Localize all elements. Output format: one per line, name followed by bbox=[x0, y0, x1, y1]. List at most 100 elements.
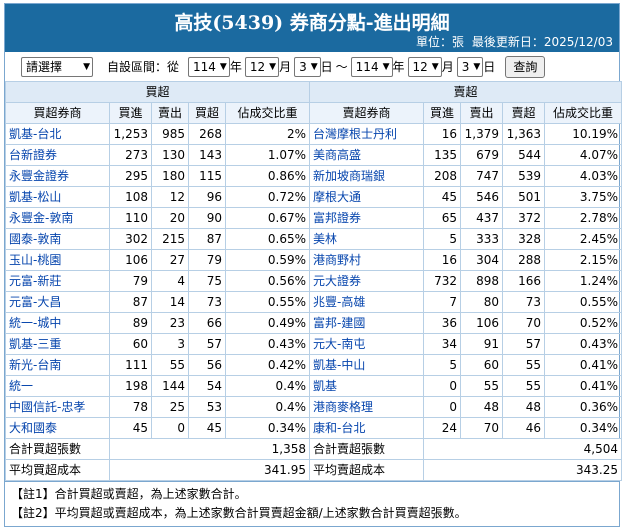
buy-cell: 23 bbox=[151, 312, 189, 334]
sell-cell: 679 bbox=[460, 144, 503, 166]
buy-broker-link[interactable]: 凱基-松山 bbox=[5, 186, 110, 208]
table-row: 凱基-台北 1,253 985 268 2% 台灣摩根士丹利 16 1,379 1,363 10.… bbox=[5, 123, 622, 145]
sell-broker-link[interactable]: 台灣摩根士丹利 bbox=[309, 123, 424, 145]
sell-cell: 544 bbox=[502, 144, 545, 166]
from-day-select[interactable]: 3 ▼ bbox=[294, 56, 321, 77]
sell-broker-link[interactable]: 美林 bbox=[309, 228, 424, 250]
table-row: 台新證券 273 130 143 1.07% 美商高盛 135 679 544 4.07% bbox=[5, 144, 622, 166]
month-suffix: 月 bbox=[441, 60, 454, 74]
sell-cell: 0.41% bbox=[544, 375, 622, 397]
from-month-select[interactable]: 12 ▼ bbox=[244, 56, 280, 77]
sell-cell: 0.55% bbox=[544, 291, 622, 313]
sell-broker-link[interactable]: 美商高盛 bbox=[309, 144, 424, 166]
to-month-select[interactable]: 12 ▼ bbox=[407, 56, 442, 77]
sell-cell: 0.34% bbox=[544, 417, 622, 439]
table-row: 玉山-桃園 106 27 79 0.59% 港商野村 16 304 288 2.15% bbox=[5, 249, 622, 271]
sell-cell: 304 bbox=[460, 249, 503, 271]
buy-cell: 0.43% bbox=[225, 333, 310, 355]
buy-cell: 3 bbox=[151, 333, 189, 355]
buy-cell: 0.4% bbox=[225, 375, 310, 397]
buy-cell: 0.86% bbox=[225, 165, 310, 187]
sell-broker-link[interactable]: 富邦-建國 bbox=[309, 312, 424, 334]
buy-broker-link[interactable]: 凱基-台北 bbox=[5, 123, 110, 145]
from-year-select[interactable]: 114 ▼ bbox=[188, 56, 230, 77]
table-row: 統一 198 144 54 0.4% 凱基 0 55 55 0.41% bbox=[5, 375, 622, 397]
sell-cell: 539 bbox=[502, 165, 545, 187]
buy-broker-link[interactable]: 永豐金-敦南 bbox=[5, 207, 110, 229]
buy-broker-link[interactable]: 元富-新莊 bbox=[5, 270, 110, 292]
buy-group-header: 買超 bbox=[5, 81, 310, 103]
sell-broker-link[interactable]: 元大-南屯 bbox=[309, 333, 424, 355]
chevron-down-icon: ▼ bbox=[473, 61, 481, 72]
to-year-select[interactable]: 114 ▼ bbox=[350, 56, 393, 77]
buy-broker-link[interactable]: 中國信託-忠孝 bbox=[5, 396, 110, 418]
avg-buy-label: 平均買超成本 bbox=[5, 459, 110, 481]
table-row: 元富-大昌 87 14 73 0.55% 兆豐-高雄 7 80 73 0.55% bbox=[5, 291, 622, 313]
sell-broker-link[interactable]: 新加坡商瑞銀 bbox=[309, 165, 424, 187]
sell-cell: 70 bbox=[502, 312, 545, 334]
buy-cell: 130 bbox=[151, 144, 189, 166]
avg-sell-value: 343.25 bbox=[423, 459, 622, 481]
sell-broker-link[interactable]: 富邦證券 bbox=[309, 207, 424, 229]
buy-broker-link[interactable]: 大和國泰 bbox=[5, 417, 110, 439]
sell-cell: 46 bbox=[502, 417, 545, 439]
sell-broker-link[interactable]: 元大證券 bbox=[309, 270, 424, 292]
buy-broker-link[interactable]: 永豐金證券 bbox=[5, 165, 110, 187]
sell-broker-link[interactable]: 摩根大通 bbox=[309, 186, 424, 208]
day-suffix: 日 bbox=[320, 60, 333, 74]
page-title: 高技(5439) 券商分點-進出明細 bbox=[174, 12, 450, 34]
chevron-down-icon: ▼ bbox=[382, 61, 390, 72]
sell-col-header: 佔成交比重 bbox=[544, 102, 622, 124]
broker-report-panel: 高技(5439) 券商分點-進出明細 單位：張 最後更新日：2025/12/03… bbox=[4, 3, 622, 527]
buy-cell: 1.07% bbox=[225, 144, 310, 166]
table-row: 凱基-松山 108 12 96 0.72% 摩根大通 45 546 501 3.75% bbox=[5, 186, 622, 208]
sell-cell: 135 bbox=[423, 144, 461, 166]
avg-cost-row: 平均買超成本 341.95 平均賣超成本 343.25 bbox=[5, 459, 622, 481]
query-button[interactable]: 查詢 bbox=[505, 55, 546, 78]
total-sell-label: 合計賣超張數 bbox=[309, 438, 424, 460]
sell-cell: 732 bbox=[423, 270, 461, 292]
buy-broker-link[interactable]: 國泰-敦南 bbox=[5, 228, 110, 250]
buy-cell: 79 bbox=[188, 249, 226, 271]
buy-cell: 295 bbox=[109, 165, 152, 187]
sell-broker-link[interactable]: 凱基-中山 bbox=[309, 354, 424, 376]
sell-cell: 106 bbox=[460, 312, 503, 334]
buy-cell: 1,253 bbox=[109, 123, 152, 145]
sell-broker-link[interactable]: 港商麥格理 bbox=[309, 396, 424, 418]
buy-cell: 57 bbox=[188, 333, 226, 355]
sell-broker-link[interactable]: 凱基 bbox=[309, 375, 424, 397]
sell-broker-link[interactable]: 兆豐-高雄 bbox=[309, 291, 424, 313]
sell-cell: 55 bbox=[460, 375, 503, 397]
buy-cell: 66 bbox=[188, 312, 226, 334]
buy-broker-link[interactable]: 元富-大昌 bbox=[5, 291, 110, 313]
group-header-row: 買超 賣超 bbox=[5, 81, 622, 103]
table-row: 新光-台南 111 55 56 0.42% 凱基-中山 5 60 55 0.41% bbox=[5, 354, 622, 376]
sell-broker-link[interactable]: 港商野村 bbox=[309, 249, 424, 271]
buy-broker-link[interactable]: 統一-城中 bbox=[5, 312, 110, 334]
sell-cell: 3.75% bbox=[544, 186, 622, 208]
buy-broker-link[interactable]: 統一 bbox=[5, 375, 110, 397]
buy-broker-link[interactable]: 玉山-桃園 bbox=[5, 249, 110, 271]
sell-cell: 10.19% bbox=[544, 123, 622, 145]
sell-cell: 48 bbox=[502, 396, 545, 418]
table-row: 國泰-敦南 302 215 87 0.65% 美林 5 333 328 2.45% bbox=[5, 228, 622, 250]
buy-cell: 143 bbox=[188, 144, 226, 166]
sell-cell: 24 bbox=[423, 417, 461, 439]
buy-cell: 273 bbox=[109, 144, 152, 166]
table-row: 元富-新莊 79 4 75 0.56% 元大證券 732 898 166 1.24% bbox=[5, 270, 622, 292]
buy-cell: 14 bbox=[151, 291, 189, 313]
buy-broker-link[interactable]: 凱基-三重 bbox=[5, 333, 110, 355]
buy-broker-link[interactable]: 台新證券 bbox=[5, 144, 110, 166]
sell-cell: 898 bbox=[460, 270, 503, 292]
buy-cell: 110 bbox=[109, 207, 152, 229]
sell-cell: 16 bbox=[423, 249, 461, 271]
buy-col-header: 佔成交比重 bbox=[225, 102, 310, 124]
sell-cell: 166 bbox=[502, 270, 545, 292]
to-day-select[interactable]: 3 ▼ bbox=[456, 56, 484, 77]
sell-broker-link[interactable]: 康和-台北 bbox=[309, 417, 424, 439]
chevron-down-icon: ▼ bbox=[219, 61, 227, 72]
buy-broker-link[interactable]: 新光-台南 bbox=[5, 354, 110, 376]
chevron-down-icon: ▼ bbox=[310, 61, 318, 72]
broker-select[interactable]: 請選擇 ▼ bbox=[21, 56, 93, 77]
last-updated: 最後更新日：2025/12/03 bbox=[471, 35, 613, 49]
